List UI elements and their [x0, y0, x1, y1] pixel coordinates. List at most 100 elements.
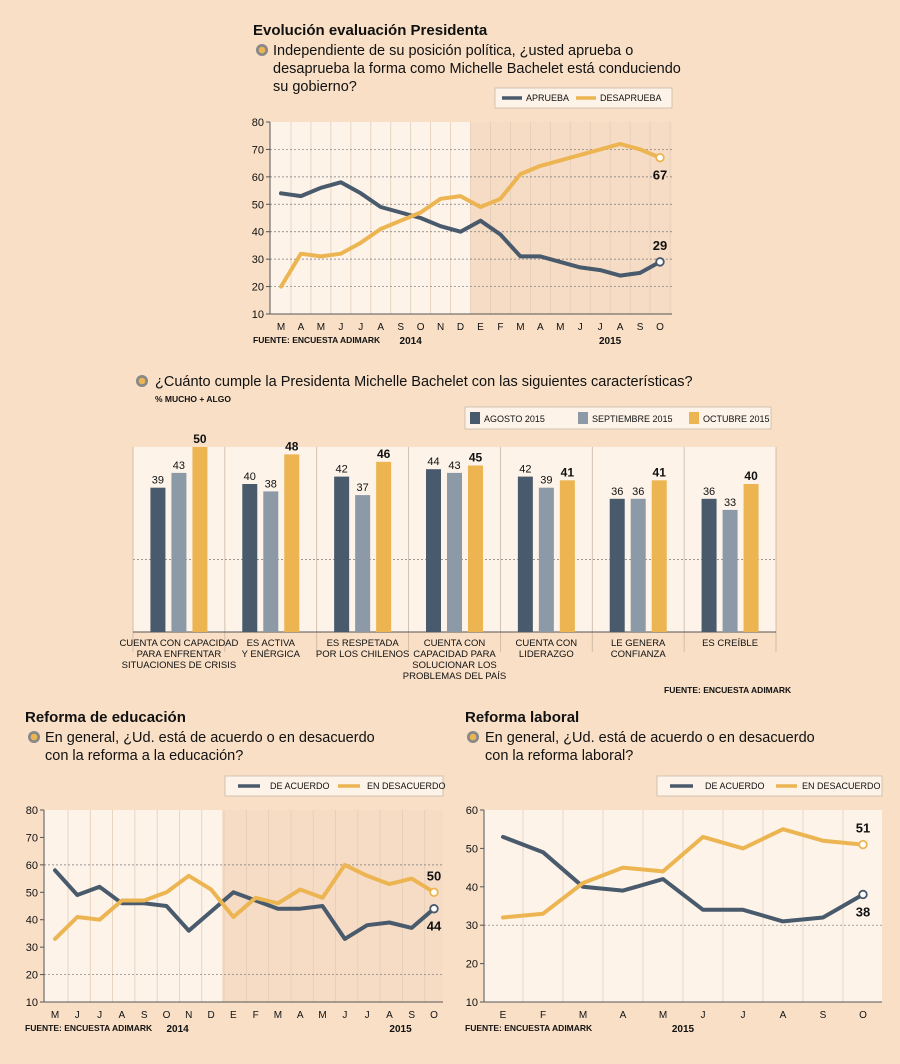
laboral-xtick-label: J [701, 1010, 706, 1021]
laboral-source: FUENTE: ENCUESTA ADIMARK [465, 1023, 593, 1033]
category-label: CONFIANZA [611, 649, 667, 660]
presidenta-ytick-label: 10 [252, 309, 264, 321]
educacion-end-label: 50 [427, 868, 441, 883]
legend-octubre-label: OCTUBRE 2015 [703, 414, 770, 424]
presidenta-ytick-label: 70 [252, 144, 264, 156]
laboral-ytick-label: 50 [466, 843, 478, 855]
laboral-xtick-label: M [659, 1010, 667, 1021]
bar-agosto-2015 [609, 498, 625, 632]
presidenta-xtick-label: M [277, 322, 285, 333]
presidenta-panel-right [470, 122, 672, 314]
laboral-ytick-label: 30 [466, 920, 478, 932]
laboral-bullet-icon [467, 731, 479, 743]
category-label: CAPACIDAD PARA [413, 649, 496, 660]
category-label: POR LOS CHILENOS [316, 649, 409, 660]
educacion-xtick-label: A [297, 1010, 304, 1021]
legend-laboral-en-desacuerdo-label: EN DESACUERDO [802, 781, 881, 791]
presidenta-series-aprueba [279, 180, 662, 278]
presidenta-xtick-label: S [397, 322, 404, 333]
bar-agosto-2015 [242, 484, 258, 632]
presidenta-ytick-label: 80 [252, 117, 264, 129]
presidenta-bullet-icon [256, 44, 268, 56]
educacion-ytick-label: 40 [26, 915, 38, 927]
educacion-xtick-label: N [185, 1010, 192, 1021]
educacion-xtick-label: J [365, 1010, 370, 1021]
presidenta-xtick-label: M [317, 322, 325, 333]
legend-septiembre-label: SEPTIEMBRE 2015 [592, 414, 673, 424]
bar-value-label: 38 [265, 478, 277, 490]
presidenta-xtick-label: M [556, 322, 564, 333]
bar-agosto-2015 [426, 469, 441, 632]
bar-value-label: 42 [519, 464, 531, 476]
presidenta-xtick-label: J [338, 322, 343, 333]
laboral-xtick-label: S [820, 1010, 827, 1021]
educacion-xtick-label: A [119, 1010, 126, 1021]
bar-septiembre-2015 [722, 509, 738, 632]
educacion-ytick-label: 70 [26, 832, 38, 844]
educacion-xtick-label: F [253, 1010, 259, 1021]
bar-octubre-2015 [743, 484, 759, 632]
bar-value-label: 41 [653, 465, 667, 479]
bar-value-label: 36 [632, 486, 644, 498]
educacion-year-label: 2014 [166, 1024, 189, 1035]
category-label: ES RESPETADA [327, 638, 400, 649]
bar-agosto-2015 [701, 498, 717, 632]
bar-octubre-2015 [376, 461, 392, 632]
laboral-xtick-label: E [500, 1010, 507, 1021]
legend-agosto-label: AGOSTO 2015 [484, 414, 545, 424]
educacion-series-en-desacuerdo [53, 862, 436, 941]
category-label: ES CREÍBLE [702, 638, 758, 649]
laboral-xtick-label: A [620, 1010, 627, 1021]
caracteristicas-legend: AGOSTO 2015 SEPTIEMBRE 2015 OCTUBRE 2015 [464, 406, 772, 430]
bar-value-label: 40 [744, 469, 758, 483]
educacion-xtick-label: J [75, 1010, 80, 1021]
laboral-endpoint-marker [858, 839, 868, 850]
presidenta-panel-left [270, 122, 471, 314]
bar-octubre-2015 [468, 465, 483, 632]
caracteristicas-title: ¿Cuánto cumple la Presidenta Michelle Ba… [155, 374, 693, 390]
category-label: PARA ENFRENTAR [137, 649, 222, 660]
educacion-xtick-label: S [408, 1010, 415, 1021]
presidenta-ytick-label: 30 [252, 254, 264, 266]
bar-octubre-2015 [192, 447, 208, 632]
caracteristicas-bullet-icon [136, 375, 148, 387]
legend-septiembre-swatch [578, 412, 588, 424]
presidenta-year-label: 2015 [599, 336, 622, 347]
educacion-ytick-label: 10 [26, 997, 38, 1009]
educacion-end-label: 44 [427, 919, 442, 934]
educacion-xtick-label: O [163, 1010, 171, 1021]
bar-octubre-2015 [284, 454, 300, 632]
category-label: LIDERAZGO [519, 649, 574, 660]
bar-octubre-2015 [651, 480, 667, 632]
educacion-ytick-label: 20 [26, 970, 38, 982]
presidenta-xtick-label: O [656, 322, 664, 333]
educacion-xtick-label: A [386, 1010, 393, 1021]
presidenta-ytick-label: 60 [252, 172, 264, 184]
educacion-ytick-label: 60 [26, 860, 38, 872]
presidenta-xtick-label: J [598, 322, 603, 333]
educacion-panel-right [222, 810, 443, 1002]
laboral-xtick-label: F [540, 1010, 546, 1021]
presidenta-xtick-label: A [617, 322, 624, 333]
presidenta-xtick-label: N [437, 322, 444, 333]
legend-aprueba-label: APRUEBA [526, 93, 569, 103]
bar-septiembre-2015 [263, 491, 279, 632]
presidenta-xtick-label: J [358, 322, 363, 333]
laboral-legend: DE ACUERDO EN DESACUERDO [656, 775, 883, 797]
educacion-endpoint-marker [429, 904, 439, 914]
educacion-xtick-label: O [430, 1010, 438, 1021]
category-label: ES ACTIVA [247, 638, 296, 649]
presidenta-end-label: 67 [653, 168, 667, 183]
presidenta-plot: 10 20 30 40 50 60 70 80 M A M J J A S O N D E F M A M J J A S O 2014… [252, 117, 672, 347]
bar-value-label: 37 [357, 482, 369, 494]
legend-laboral-de-acuerdo-label: DE ACUERDO [705, 781, 765, 791]
legend-octubre-swatch [689, 412, 699, 424]
bar-agosto-2015 [150, 487, 166, 632]
caracteristicas-source: FUENTE: ENCUESTA ADIMARK [664, 685, 792, 695]
laboral-series-en-desacuerdo [501, 827, 865, 920]
presidenta-endpoint-marker [655, 257, 665, 267]
category-label: CUENTA CON [424, 638, 486, 649]
bar-value-label: 43 [448, 460, 460, 472]
laboral-xtick-label: O [859, 1010, 867, 1021]
